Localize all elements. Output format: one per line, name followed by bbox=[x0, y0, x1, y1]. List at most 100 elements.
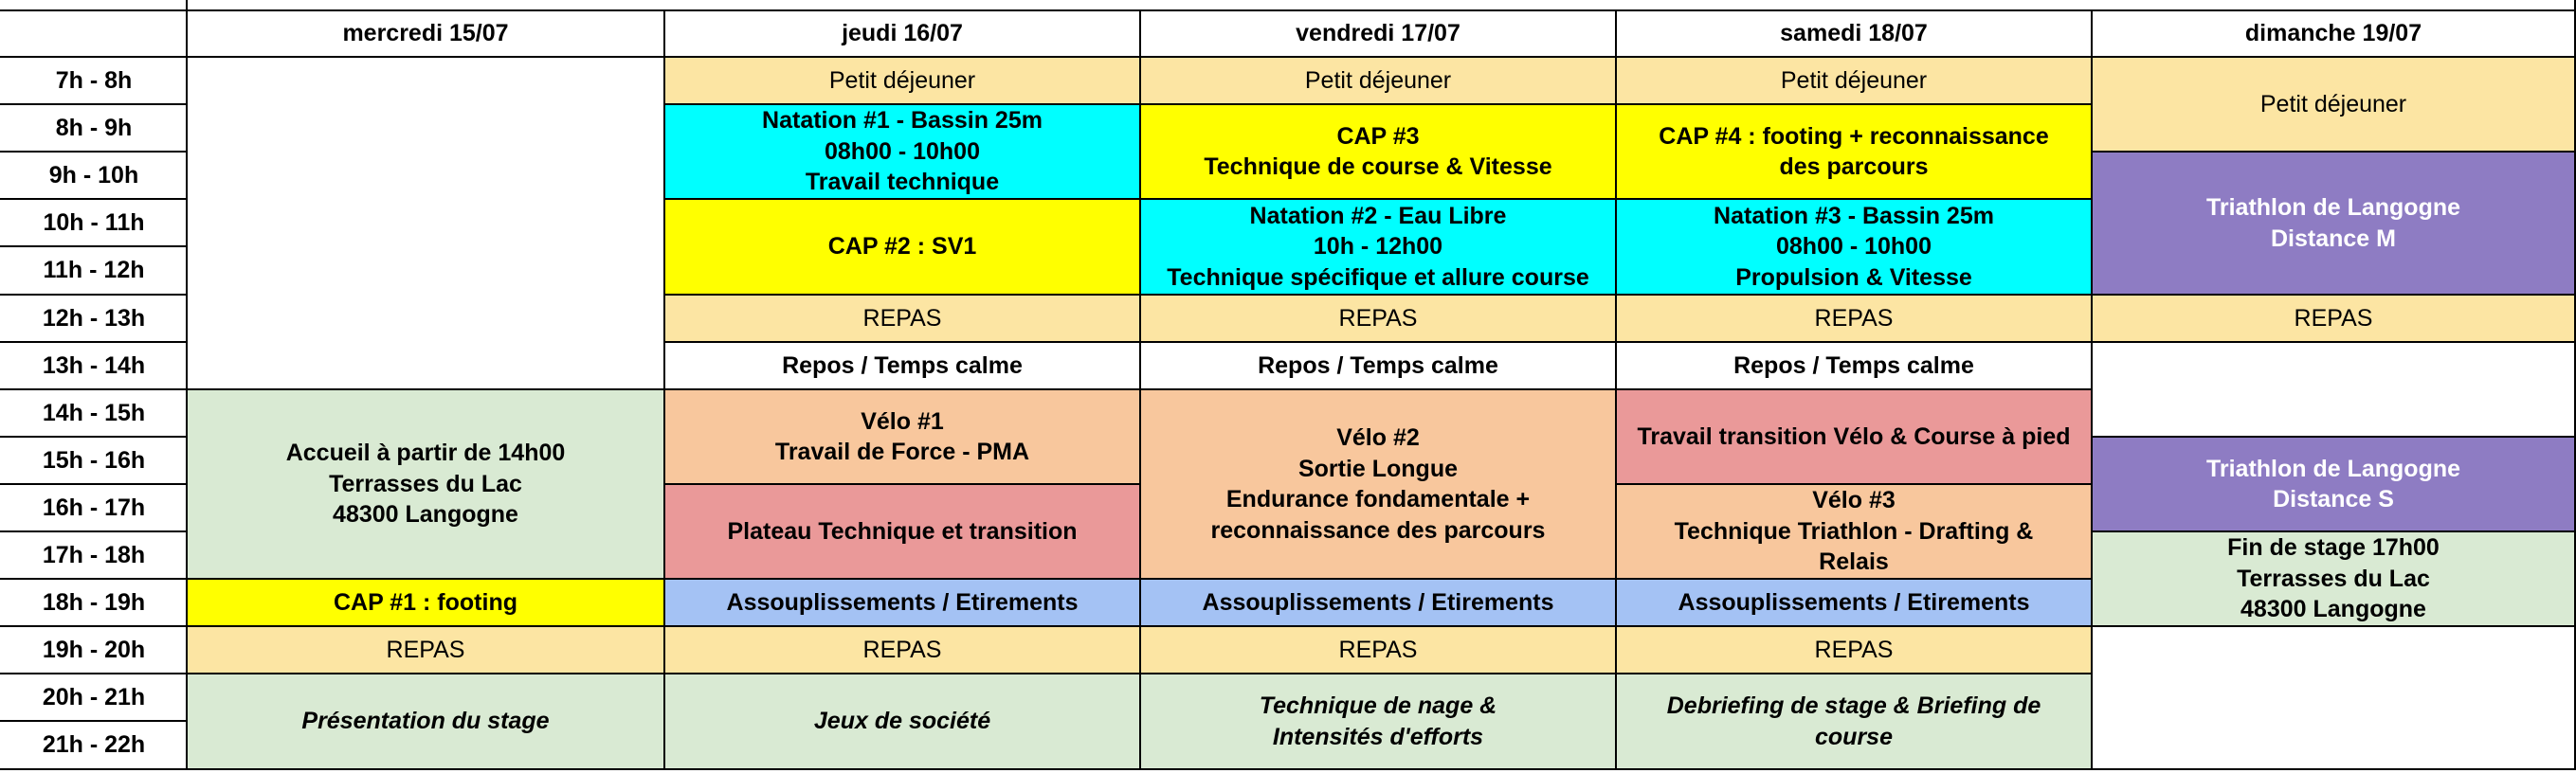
time-label-2: 9h - 10h bbox=[0, 151, 190, 200]
time-label-6-text: 13h - 14h bbox=[42, 351, 146, 379]
fri-velo2: Vélo #2 Sortie Longue Endurance fondamen… bbox=[1139, 388, 1617, 580]
sat-repas-midi-text: REPAS bbox=[1814, 304, 1894, 332]
fri-velo2-text: Vélo #2 Sortie Longue Endurance fondamen… bbox=[1210, 424, 1546, 544]
time-label-7-text: 14h - 15h bbox=[42, 399, 146, 426]
time-label-12-text: 19h - 20h bbox=[42, 636, 146, 663]
time-label-11-text: 18h - 19h bbox=[42, 588, 146, 616]
time-label-0: 7h - 8h bbox=[0, 56, 190, 105]
sat-repos: Repos / Temps calme bbox=[1615, 341, 2093, 390]
sat-assouplissements-text: Assouplissements / Etirements bbox=[1678, 588, 2030, 616]
thu-repas-midi: REPAS bbox=[663, 294, 1141, 343]
time-label-1-text: 8h - 9h bbox=[55, 114, 133, 141]
day-header-3-text: samedi 18/07 bbox=[1780, 20, 1928, 47]
time-label-4-text: 11h - 12h bbox=[43, 257, 145, 284]
sat-repas-soir: REPAS bbox=[1615, 625, 2093, 674]
sat-natation3: Natation #3 - Bassin 25m 08h00 - 10h00 P… bbox=[1615, 198, 2093, 296]
time-label-3: 10h - 11h bbox=[0, 198, 190, 247]
sat-assouplissements: Assouplissements / Etirements bbox=[1615, 578, 2093, 627]
sat-velo3-text: Vélo #3 Technique Triathlon - Drafting &… bbox=[1674, 487, 2034, 576]
thu-cap2-text: CAP #2 : SV1 bbox=[827, 233, 977, 261]
time-label-11: 18h - 19h bbox=[0, 578, 190, 627]
fri-repos: Repos / Temps calme bbox=[1139, 341, 1617, 390]
sat-debriefing-text: Debriefing de stage & Briefing de course bbox=[1666, 692, 2041, 750]
sun-petit-dejeuner-text: Petit déjeuner bbox=[2259, 90, 2407, 117]
time-label-10-text: 17h - 18h bbox=[42, 541, 146, 568]
time-label-0-text: 7h - 8h bbox=[55, 66, 133, 94]
sat-petit-dejeuner: Petit déjeuner bbox=[1615, 56, 2093, 105]
day-header-4-text: dimanche 19/07 bbox=[2244, 20, 2422, 47]
sat-transition-text: Travail transition Vélo & Course à pied bbox=[1637, 422, 2071, 450]
sat-repas-midi: REPAS bbox=[1615, 294, 2093, 343]
thu-natation1: Natation #1 - Bassin 25m 08h00 - 10h00 T… bbox=[663, 103, 1141, 200]
thu-assouplissements-text: Assouplissements / Etirements bbox=[726, 588, 1079, 616]
day-header-2: vendredi 17/07 bbox=[1139, 9, 1617, 58]
sun-triathlon-s-text: Triathlon de Langogne Distance S bbox=[2205, 455, 2461, 513]
time-label-5: 12h - 13h bbox=[0, 294, 190, 343]
thu-petit-dejeuner: Petit déjeuner bbox=[663, 56, 1141, 105]
time-label-14: 21h - 22h bbox=[0, 720, 190, 770]
sun-petit-dejeuner: Petit déjeuner bbox=[2091, 56, 2576, 153]
sat-repas-soir-text: REPAS bbox=[1814, 636, 1894, 663]
time-label-8-text: 15h - 16h bbox=[42, 446, 146, 474]
fri-assouplissements-text: Assouplissements / Etirements bbox=[1202, 588, 1554, 616]
time-label-12: 19h - 20h bbox=[0, 625, 190, 674]
sat-cap4: CAP #4 : footing + reconnaissance des pa… bbox=[1615, 103, 2093, 200]
thu-plateau: Plateau Technique et transition bbox=[663, 483, 1141, 580]
time-label-13: 20h - 21h bbox=[0, 673, 190, 722]
sat-natation3-text: Natation #3 - Bassin 25m 08h00 - 10h00 P… bbox=[1714, 202, 1994, 291]
day-header-1-text: jeudi 16/07 bbox=[842, 20, 963, 47]
wed-repas-soir: REPAS bbox=[186, 625, 665, 674]
day-header-0-text: mercredi 15/07 bbox=[342, 20, 509, 47]
time-label-3-text: 10h - 11h bbox=[43, 208, 145, 236]
wed-presentation: Présentation du stage bbox=[186, 673, 665, 770]
sun-triathlon-m-text: Triathlon de Langogne Distance M bbox=[2205, 194, 2461, 252]
day-header-0: mercredi 15/07 bbox=[186, 9, 665, 58]
fri-technique-nage-text: Technique de nage & Intensités d'efforts bbox=[1259, 692, 1497, 750]
time-label-9-text: 16h - 17h bbox=[42, 494, 146, 521]
fri-petit-dejeuner: Petit déjeuner bbox=[1139, 56, 1617, 105]
day-header-1: jeudi 16/07 bbox=[663, 9, 1141, 58]
thu-jeux: Jeux de société bbox=[663, 673, 1141, 770]
wed-repas-soir-text: REPAS bbox=[386, 636, 465, 663]
fri-repos-text: Repos / Temps calme bbox=[1258, 351, 1498, 379]
fri-natation2: Natation #2 - Eau Libre 10h - 12h00 Tech… bbox=[1139, 198, 1617, 296]
fri-cap3: CAP #3 Technique de course & Vitesse bbox=[1139, 103, 1617, 200]
thu-assouplissements: Assouplissements / Etirements bbox=[663, 578, 1141, 627]
sat-velo3: Vélo #3 Technique Triathlon - Drafting &… bbox=[1615, 483, 2093, 580]
thu-repos: Repos / Temps calme bbox=[663, 341, 1141, 390]
sun-triathlon-s: Triathlon de Langogne Distance S bbox=[2091, 436, 2576, 532]
day-header-4: dimanche 19/07 bbox=[2091, 9, 2576, 58]
sat-transition: Travail transition Vélo & Course à pied bbox=[1615, 388, 2093, 485]
fri-repas-midi-text: REPAS bbox=[1338, 304, 1418, 332]
corner-cell bbox=[0, 9, 188, 58]
time-label-13-text: 20h - 21h bbox=[42, 683, 146, 710]
sat-petit-dejeuner-text: Petit déjeuner bbox=[1780, 66, 1928, 94]
fri-technique-nage: Technique de nage & Intensités d'efforts bbox=[1139, 673, 1617, 770]
wed-presentation-text: Présentation du stage bbox=[301, 708, 550, 735]
thu-natation1-text: Natation #1 - Bassin 25m 08h00 - 10h00 T… bbox=[762, 107, 1043, 196]
thu-repas-soir: REPAS bbox=[663, 625, 1141, 674]
fri-natation2-text: Natation #2 - Eau Libre 10h - 12h00 Tech… bbox=[1167, 202, 1589, 291]
wed-cap1-text: CAP #1 : footing bbox=[334, 588, 517, 616]
thu-repas-soir-text: REPAS bbox=[862, 636, 942, 663]
fri-assouplissements: Assouplissements / Etirements bbox=[1139, 578, 1617, 627]
fri-petit-dejeuner-text: Petit déjeuner bbox=[1304, 66, 1452, 94]
thu-cap2: CAP #2 : SV1 bbox=[663, 198, 1141, 296]
day-header-3: samedi 18/07 bbox=[1615, 9, 2093, 58]
time-label-4: 11h - 12h bbox=[0, 245, 190, 296]
time-label-2-text: 9h - 10h bbox=[48, 161, 139, 189]
time-label-7: 14h - 15h bbox=[0, 388, 190, 438]
thu-repos-text: Repos / Temps calme bbox=[782, 351, 1023, 379]
time-label-10: 17h - 18h bbox=[0, 530, 190, 580]
thu-jeux-text: Jeux de société bbox=[813, 708, 991, 735]
thu-velo1-text: Vélo #1 Travail de Force - PMA bbox=[774, 407, 1030, 466]
sun-triathlon-m: Triathlon de Langogne Distance M bbox=[2091, 151, 2576, 296]
fri-repas-midi: REPAS bbox=[1139, 294, 1617, 343]
sun-empty-evening bbox=[2091, 625, 2576, 770]
thu-petit-dejeuner-text: Petit déjeuner bbox=[828, 66, 976, 94]
thu-velo1: Vélo #1 Travail de Force - PMA bbox=[663, 388, 1141, 485]
day-header-2-text: vendredi 17/07 bbox=[1296, 20, 1460, 47]
time-label-8: 15h - 16h bbox=[0, 436, 190, 485]
sun-repas-midi: REPAS bbox=[2091, 294, 2576, 343]
thu-repas-midi-text: REPAS bbox=[862, 304, 942, 332]
